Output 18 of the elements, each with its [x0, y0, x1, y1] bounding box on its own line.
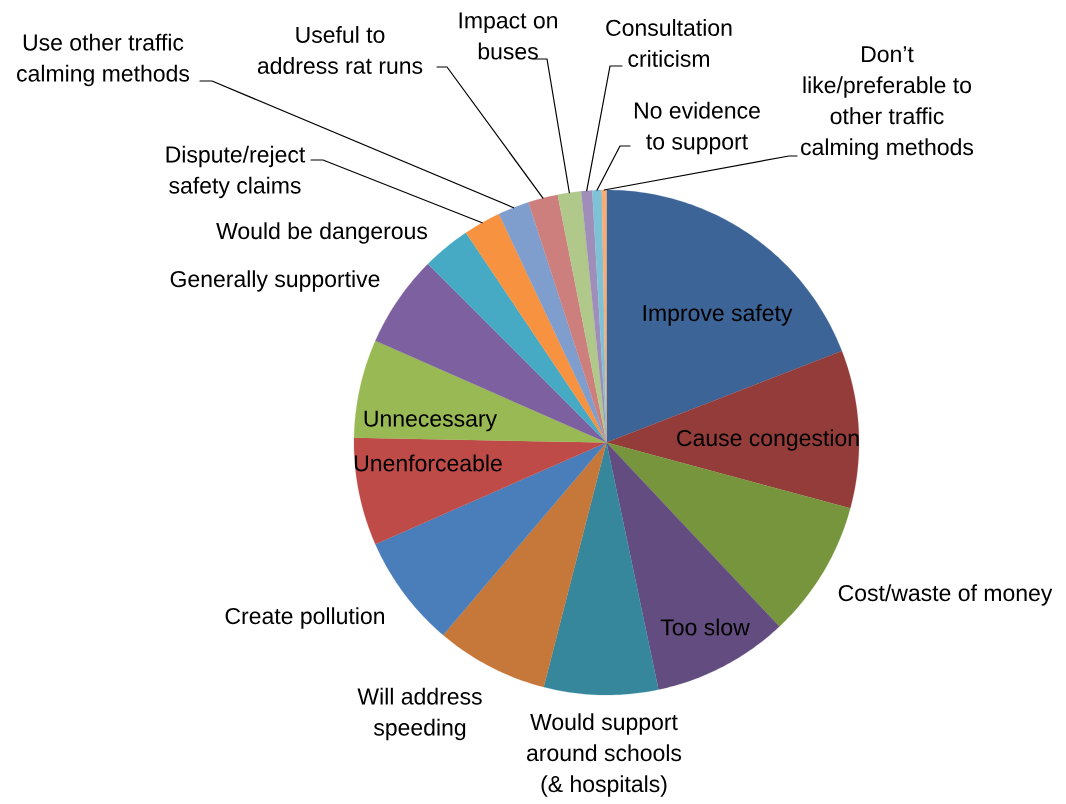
- slice-label: Impact on buses: [459, 12, 557, 60]
- slice-label: Cause congestion: [677, 429, 859, 451]
- slice-label: Dispute/reject safety claims: [166, 145, 306, 199]
- slice-label: Would be dangerous: [216, 222, 428, 244]
- slice-label: Create pollution: [225, 607, 384, 629]
- slice-label: Improve safety: [643, 304, 793, 326]
- slice-label: Consultation criticism: [606, 19, 732, 67]
- slice-label: Unenforceable: [354, 454, 502, 472]
- slice-label: No evidence to support: [634, 101, 760, 155]
- slice-label: Will address speeding: [357, 687, 482, 741]
- slice-label: Cost/waste of money: [838, 584, 1053, 606]
- slice-label: Don’t like/preferable to other traffic calming methods: [801, 46, 974, 160]
- slice-label: Use other traffic calming methods: [17, 33, 190, 87]
- slice-label: Useful to address rat runs: [257, 26, 423, 74]
- slice-label: Unnecessary: [364, 410, 498, 432]
- slice-label: Would support around schools (& hospitals): [526, 713, 682, 797]
- slice-label: Too slow: [660, 618, 750, 636]
- slice-label: Generally supportive: [170, 270, 380, 292]
